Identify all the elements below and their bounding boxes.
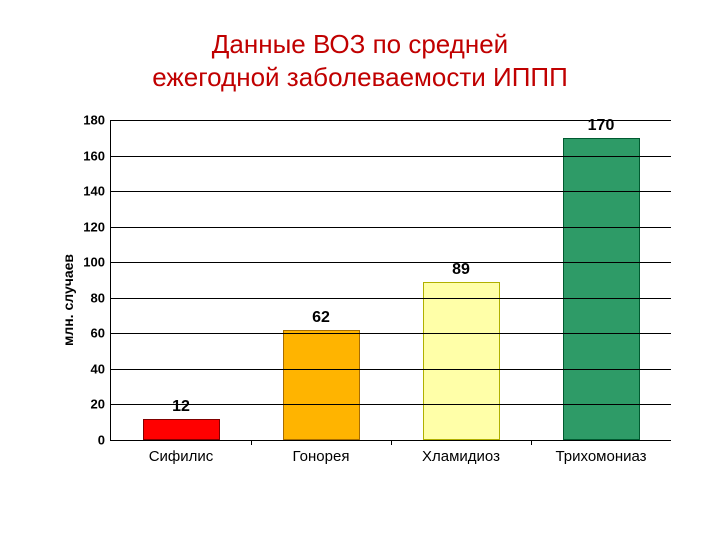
y-tick-label: 120 [83, 219, 105, 234]
category-label: Трихомониаз [555, 448, 646, 465]
grid-line [111, 156, 671, 157]
bar-chart: млн. случаев 12 62 89 170 0 20 40 60 80 100 120 14… [50, 120, 670, 480]
y-tick-label: 0 [98, 433, 105, 448]
y-tick-label: 20 [91, 397, 105, 412]
y-axis-label: млн. случаев [60, 254, 76, 346]
grid-line [111, 404, 671, 405]
y-tick-label: 140 [83, 184, 105, 199]
bar-value-label: 89 [452, 261, 470, 279]
category-label: Сифилис [149, 448, 214, 465]
bar: 170 [563, 138, 640, 440]
bar: 89 [423, 282, 500, 440]
x-tick [391, 440, 392, 445]
y-tick-label: 60 [91, 326, 105, 341]
grid-line [111, 227, 671, 228]
bar: 12 [143, 419, 220, 440]
y-tick-label: 80 [91, 290, 105, 305]
x-tick [251, 440, 252, 445]
title-line-2: ежегодной заболеваемости ИППП [152, 62, 568, 92]
slide: Данные ВОЗ по средней ежегодной заболева… [0, 0, 720, 540]
y-tick-label: 40 [91, 361, 105, 376]
grid-line [111, 191, 671, 192]
x-tick [531, 440, 532, 445]
bars-layer: 12 62 89 170 [111, 120, 671, 440]
y-tick-label: 180 [83, 113, 105, 128]
category-label: Гонорея [293, 448, 350, 465]
grid-line [111, 120, 671, 121]
chart-title: Данные ВОЗ по средней ежегодной заболева… [0, 28, 720, 93]
bar-value-label: 62 [312, 309, 330, 327]
grid-line [111, 262, 671, 263]
grid-line [111, 298, 671, 299]
grid-line [111, 369, 671, 370]
bar: 62 [283, 330, 360, 440]
category-label: Хламидиоз [422, 448, 500, 465]
plot-area: 126289170 020406080100120140160180Сифили… [110, 120, 671, 441]
title-line-1: Данные ВОЗ по средней [212, 29, 508, 59]
y-tick-label: 100 [83, 255, 105, 270]
y-tick-label: 160 [83, 148, 105, 163]
bar-value-label: 12 [172, 398, 190, 416]
grid-line [111, 333, 671, 334]
